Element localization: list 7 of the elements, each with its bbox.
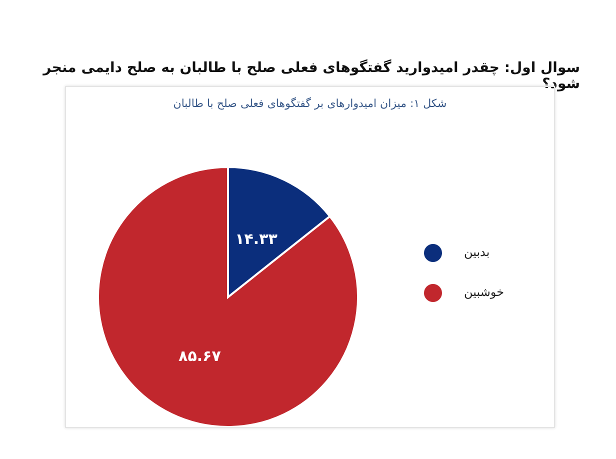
legend-label: بدبین bbox=[464, 245, 490, 259]
chart-title: سوال اول: چقدر امیدوارید گفتگوهای فعلی صلح با طالبان به صلح دایمی منجر شود؟ bbox=[42, 60, 580, 92]
chart-subtitle: شکل ۱: میزان امیدوارهای بر گفتگوهای فعلی صلح با طالبان bbox=[172, 97, 448, 110]
legend-label: خوشبین bbox=[464, 285, 504, 299]
data-label: ۱۴.۳۳ bbox=[235, 230, 278, 248]
data-label: ۸۵.۶۷ bbox=[178, 346, 221, 365]
pie-slice bbox=[97, 166, 359, 427]
